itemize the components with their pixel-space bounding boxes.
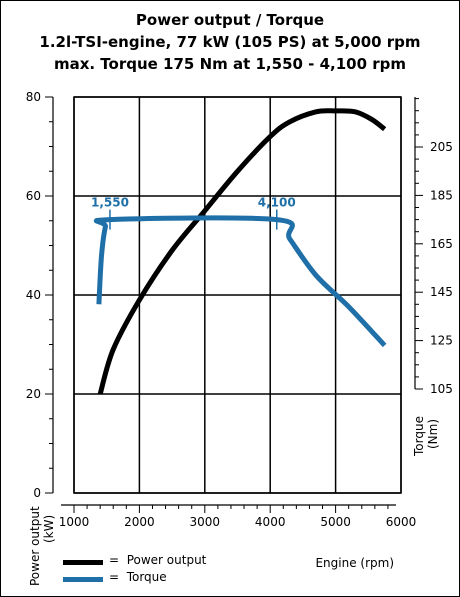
x-tick-label: 3000 — [190, 515, 221, 529]
title-line-1: Power output / Torque — [135, 11, 325, 29]
legend-swatch-torque — [63, 577, 103, 582]
legend-swatch-power — [63, 560, 103, 565]
annotation-label: 1,550 — [91, 196, 129, 210]
right-tick-label: 105 — [430, 382, 453, 396]
plot-border — [73, 96, 402, 494]
series-line-power-output — [97, 108, 387, 395]
legend-label-power: Power output — [126, 553, 207, 567]
left-tick-label: 80 — [26, 90, 41, 104]
left-tick-label: 20 — [26, 387, 41, 401]
x-axis-label: Engine (rpm) — [315, 556, 394, 570]
x-tick-label: 1000 — [59, 515, 90, 529]
y-right-axis-unit: (Nm) — [426, 419, 440, 449]
right-tick-label: 185 — [430, 188, 453, 202]
series-line-torque — [93, 215, 387, 348]
title-line-2: 1.2l-TSI-engine, 77 kW (105 PS) at 5,000… — [39, 33, 421, 51]
legend-label-torque: Torque — [126, 570, 167, 584]
x-tick-label: 5000 — [320, 515, 351, 529]
y-left-axis-label: Power output — [28, 506, 42, 586]
right-tick-label: 145 — [430, 285, 453, 299]
y-right-axis-label: Torque — [412, 416, 426, 457]
chart-title: Power output / Torque 1.2l-TSI-engine, 7… — [1, 9, 459, 75]
right-tick-label: 205 — [430, 140, 453, 154]
x-tick-label: 4000 — [255, 515, 286, 529]
x-tick-label: 6000 — [386, 515, 417, 529]
left-tick-label: 0 — [33, 486, 41, 500]
title-line-3: max. Torque 175 Nm at 1,550 - 4,100 rpm — [53, 55, 407, 73]
right-tick-label: 125 — [430, 334, 453, 348]
left-tick-label: 40 — [26, 288, 41, 302]
x-tick-label: 2000 — [124, 515, 155, 529]
y-left-axis-unit: (kW) — [42, 515, 56, 543]
legend-symbol: = — [109, 553, 120, 567]
annotation-label: 4,100 — [258, 196, 296, 210]
right-tick-label: 165 — [430, 237, 453, 251]
legend-symbol: = — [109, 570, 120, 584]
left-tick-label: 60 — [26, 189, 41, 203]
